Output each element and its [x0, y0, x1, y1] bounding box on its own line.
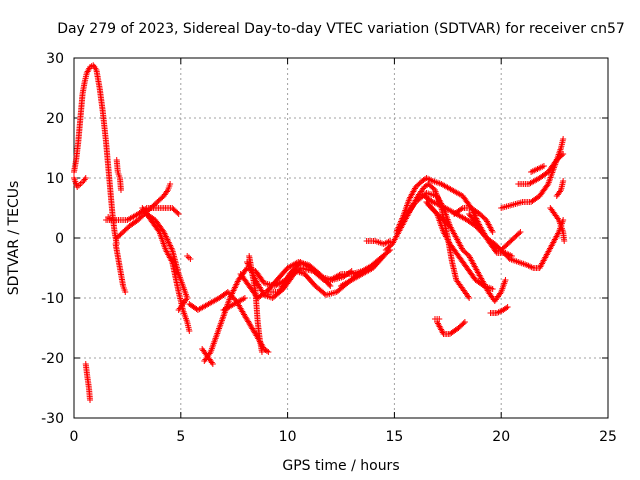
- scatter-markers: [105, 214, 115, 223]
- series-t31: [431, 316, 443, 322]
- y-tick-label: -10: [41, 291, 64, 307]
- scatter-markers: [425, 202, 453, 229]
- series-t1: [71, 62, 120, 247]
- series-t35: [528, 163, 547, 175]
- x-tick-label: 0: [70, 429, 79, 445]
- series-t12: [199, 346, 216, 367]
- series-t37: [553, 178, 567, 199]
- series-t27: [451, 205, 496, 235]
- scatter-markers: [431, 316, 443, 322]
- series-t2: [71, 175, 89, 190]
- series-t3: [112, 241, 129, 295]
- series-t8: [175, 295, 191, 313]
- tick-labels: 0 5 10 15 20 25 -30 -20 -10 0 10 20 30: [41, 51, 617, 445]
- scatter-markers: [246, 253, 265, 355]
- series-t5: [103, 205, 182, 223]
- series-t39: [105, 214, 115, 223]
- y-tick-label: -30: [41, 411, 64, 427]
- series-t38: [82, 361, 94, 403]
- scatter-markers: [199, 346, 216, 367]
- scatter-markers: [220, 295, 248, 313]
- scatter-markers: [71, 62, 120, 247]
- y-tick-label: 20: [46, 111, 64, 127]
- series-t15: [246, 253, 265, 355]
- series-t20: [338, 253, 387, 289]
- scatter-markers: [112, 241, 129, 295]
- scatter-markers: [184, 253, 194, 262]
- x-tick-label: 20: [492, 429, 510, 445]
- scatter-markers: [515, 151, 567, 187]
- scatter-markers: [466, 211, 524, 253]
- scatter-markers: [175, 295, 191, 313]
- scatter-markers: [547, 205, 568, 244]
- scatter-markers: [82, 361, 94, 403]
- y-axis-label: SDTVAR / TECUs: [6, 181, 22, 296]
- series-t9: [184, 253, 194, 262]
- series-t36: [547, 205, 568, 244]
- chart-title: Day 279 of 2023, Sidereal Day-to-day VTE…: [57, 21, 625, 37]
- x-tick-label: 25: [599, 429, 617, 445]
- scatter-markers: [487, 304, 511, 316]
- series-t16: [220, 295, 248, 313]
- scatter-markers: [528, 163, 547, 175]
- series-t7: [139, 205, 193, 334]
- scatter-markers: [363, 238, 394, 247]
- scatter-markers: [113, 157, 124, 193]
- axis-ticks: [73, 57, 609, 419]
- series-t29: [466, 211, 524, 253]
- y-tick-label: -20: [41, 351, 64, 367]
- scatter-markers: [139, 205, 193, 334]
- series-t28: [425, 202, 453, 229]
- x-axis-label: GPS time / hours: [282, 458, 399, 474]
- scatter-markers: [451, 205, 496, 235]
- series-t32: [487, 304, 511, 316]
- series-t40: [113, 157, 124, 193]
- series-t34: [515, 151, 567, 187]
- x-tick-label: 5: [176, 429, 185, 445]
- data-points: [71, 62, 568, 403]
- x-tick-label: 15: [385, 429, 403, 445]
- y-tick-label: 30: [46, 51, 64, 67]
- series-t21: [363, 238, 394, 247]
- y-tick-label: 0: [55, 231, 64, 247]
- scatter-markers: [338, 253, 387, 289]
- x-tick-label: 10: [279, 429, 297, 445]
- scatter-markers: [71, 175, 89, 190]
- scatter-markers: [553, 178, 567, 199]
- y-tick-label: 10: [46, 171, 64, 187]
- scatter-markers: [103, 205, 182, 223]
